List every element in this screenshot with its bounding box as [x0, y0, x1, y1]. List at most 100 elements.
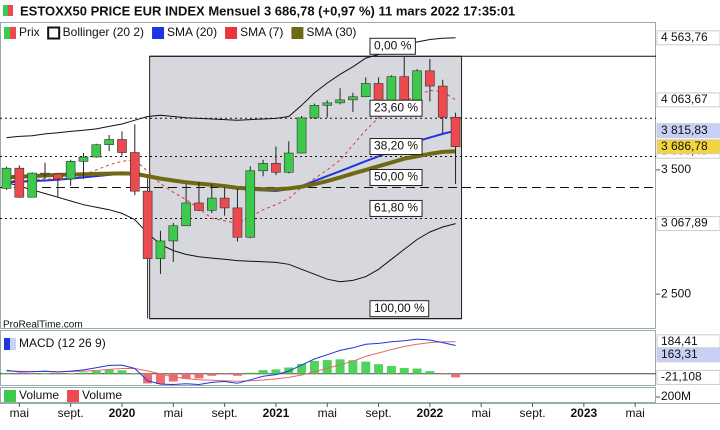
- x-tick-label: 2021: [263, 406, 290, 420]
- macd-histogram-bar: [53, 373, 63, 375]
- macd-histogram-bar: [168, 373, 178, 382]
- price-tag: [656, 347, 720, 363]
- candle-body: [412, 70, 422, 101]
- legend-swatch: [152, 27, 165, 39]
- macd-histogram-bar: [181, 373, 191, 379]
- fib-label: 23,60 %: [374, 100, 418, 114]
- fib-label-box: [369, 37, 416, 55]
- x-tick-label: 2020: [109, 406, 136, 420]
- legend-label: MACD (12 26 9): [19, 336, 106, 350]
- volume-panel: [0, 387, 656, 403]
- candle-body: [335, 99, 345, 104]
- legend-swatch: [291, 27, 304, 39]
- macd-signal-line: [6, 341, 456, 382]
- price-tag-label: 4 563,76: [661, 30, 708, 44]
- x-tick-label: mai: [318, 406, 337, 420]
- macd-histogram-bar: [386, 365, 396, 374]
- candle-body: [65, 161, 76, 180]
- candle-body: [309, 105, 320, 119]
- candle-body: [425, 70, 435, 87]
- macd-histogram-bar: [374, 364, 384, 374]
- legend-label: Bollinger (20 2): [63, 25, 144, 39]
- candle-body: [40, 172, 50, 175]
- macd-histogram-bar: [78, 372, 88, 374]
- x-tick-label: 2022: [417, 406, 444, 420]
- macd-histogram-bar: [451, 373, 461, 378]
- macd-histogram-bar: [232, 373, 242, 376]
- legend-swatch: [4, 338, 10, 350]
- macd-histogram-bar: [220, 373, 230, 375]
- legend-swatch: [67, 390, 80, 402]
- legend-label: Volume: [19, 388, 59, 402]
- macd-histogram-bar: [2, 372, 11, 374]
- candle-body: [271, 163, 281, 173]
- macd-histogram-bar: [207, 373, 217, 376]
- candle-body: [206, 197, 217, 211]
- y-tick-label: 200M: [661, 389, 691, 403]
- macd-histogram-bar: [425, 371, 435, 374]
- x-tick-label: sept.: [212, 406, 238, 420]
- fib-label-box: [369, 168, 423, 186]
- legend-swatch: [47, 26, 61, 40]
- macd-histogram-bar: [194, 373, 204, 379]
- fib-label: 50,00 %: [374, 170, 418, 184]
- macd-line: [6, 338, 456, 386]
- macd-histogram-bar: [258, 370, 268, 374]
- macd-histogram-bar: [40, 373, 50, 374]
- legend-label: SMA (20): [167, 25, 217, 39]
- macd-histogram-bar: [309, 360, 319, 374]
- macd-histogram-bar: [27, 373, 37, 375]
- macd-histogram-bar: [66, 373, 76, 374]
- legend-label: SMA (30): [306, 25, 356, 39]
- fib-label-box: [369, 300, 430, 318]
- fib-label-box: [369, 99, 423, 117]
- macd-histogram-bar: [297, 363, 307, 374]
- fib-label-box: [369, 199, 423, 217]
- macd-histogram-bar: [322, 360, 332, 374]
- bollinger-lower: [6, 181, 456, 283]
- candle-body: [181, 202, 191, 227]
- x-tick-label: sept.: [58, 406, 84, 420]
- macd-histogram-bar: [271, 369, 281, 374]
- price-tag-label: 163,31: [661, 347, 698, 361]
- candle-body: [399, 76, 410, 101]
- macd-histogram-bar: [335, 359, 345, 374]
- x-tick-label: mai: [472, 406, 491, 420]
- candle-body: [219, 197, 230, 209]
- candle-body: [27, 172, 37, 198]
- price-tag: [656, 369, 720, 385]
- candle-body: [130, 152, 140, 192]
- candle-body: [194, 202, 204, 211]
- candle-body: [91, 144, 102, 158]
- candle-body: [386, 76, 397, 103]
- macd-histogram-bar: [117, 370, 127, 374]
- candle-body: [296, 117, 307, 154]
- candle-body: [1, 167, 12, 189]
- macd-histogram-bar: [14, 373, 24, 375]
- macd-histogram-bar: [438, 373, 448, 375]
- candle-body: [142, 190, 153, 259]
- price-tag: [656, 216, 720, 232]
- fib-label: 61,80 %: [374, 201, 418, 215]
- candle-body: [348, 96, 358, 101]
- fib-label: 100,00 %: [374, 301, 425, 315]
- x-tick-label: 2023: [570, 406, 597, 420]
- title-icon: [8, 5, 13, 16]
- legend-swatch: [4, 390, 16, 402]
- candle-body: [258, 163, 268, 172]
- fib-label-box: [369, 138, 423, 156]
- price-tag-label: 4 063,67: [661, 92, 708, 106]
- y-tick-label: 2 500: [661, 286, 691, 300]
- price-tag-label: 3 815,83: [661, 123, 708, 137]
- candle-body: [117, 139, 127, 153]
- candle-body: [53, 173, 63, 180]
- candle-body: [450, 116, 461, 148]
- price-tag: [656, 92, 720, 108]
- x-tick-label: mai: [10, 406, 29, 420]
- macd-histogram-bar: [245, 372, 255, 374]
- y-tick-label: 3 500: [661, 162, 691, 176]
- price-tag: [656, 30, 720, 46]
- legend-label: Volume: [82, 388, 122, 402]
- macd-histogram-bar: [399, 368, 409, 374]
- candle-body: [168, 225, 179, 242]
